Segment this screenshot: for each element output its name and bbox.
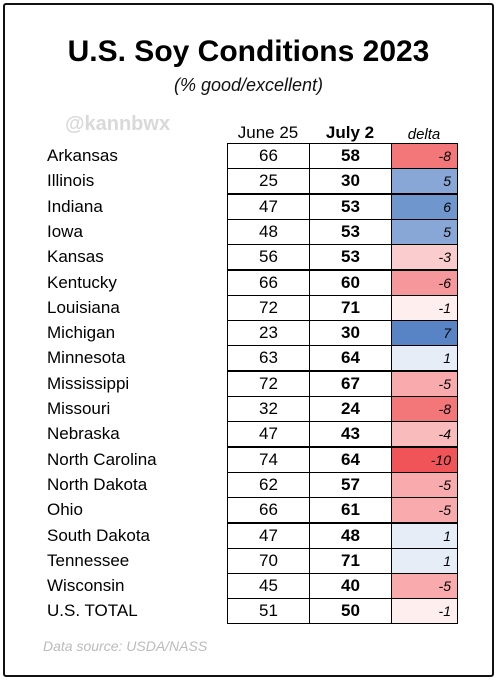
- row-label: North Carolina: [47, 449, 157, 469]
- cell: 40: [309, 573, 392, 600]
- delta-cell: -1: [391, 598, 458, 625]
- cell: 47: [227, 421, 310, 448]
- row-label: Missouri: [47, 399, 111, 418]
- row-label: Louisiana: [47, 297, 120, 317]
- cell: 47: [227, 193, 310, 220]
- cell: 30: [309, 168, 392, 195]
- row-label: Minnesota: [47, 348, 126, 368]
- delta-cell: -5: [391, 471, 458, 498]
- cell: 64: [309, 345, 392, 372]
- cell: 63: [227, 345, 310, 372]
- cell: 70: [227, 547, 310, 574]
- row-label: Illinois: [47, 171, 95, 191]
- row-label: Mississippi: [47, 373, 130, 393]
- cell: 53: [309, 244, 392, 271]
- cell: 58: [309, 143, 392, 169]
- delta-cell: -10: [391, 446, 458, 473]
- cell: 66: [227, 269, 310, 296]
- delta-cell: -1: [391, 294, 458, 321]
- cell: 62: [227, 471, 310, 498]
- cell: 45: [227, 573, 310, 600]
- row-label: Indiana: [47, 196, 103, 216]
- row-label: Tennessee: [47, 550, 130, 570]
- row-label: Iowa: [47, 221, 83, 241]
- title: U.S. Soy Conditions 2023: [67, 35, 430, 68]
- delta-cell: 1: [391, 522, 458, 549]
- row-label: Wisconsin: [47, 576, 125, 596]
- cell: 67: [309, 370, 392, 397]
- delta-cell: -5: [391, 497, 458, 524]
- cell: 53: [309, 218, 392, 245]
- source: Data source: USDA/NASS: [43, 638, 208, 654]
- cell: 47: [227, 522, 310, 549]
- cell: 66: [227, 143, 310, 169]
- cell: 48: [227, 218, 310, 245]
- cell: 48: [309, 522, 392, 549]
- delta-cell: 7: [391, 320, 458, 347]
- cell: 57: [309, 471, 392, 498]
- row-label: Michigan: [47, 323, 116, 343]
- delta-cell: -8: [391, 143, 458, 169]
- row-label: Arkansas: [47, 146, 118, 165]
- cell: 61: [309, 497, 392, 524]
- cell: 43: [309, 421, 392, 448]
- cell: 30: [309, 320, 392, 347]
- cell: 74: [227, 446, 310, 473]
- delta-cell: -6: [391, 269, 458, 296]
- cell: 25: [227, 168, 310, 195]
- cell: 56: [227, 244, 310, 271]
- cell: 32: [227, 396, 310, 422]
- delta-cell: 5: [391, 218, 458, 245]
- delta-cell: 6: [391, 193, 458, 220]
- row-label: Kansas: [47, 247, 104, 267]
- delta-cell: -8: [391, 396, 458, 422]
- row-label: Kentucky: [47, 272, 117, 292]
- cell: 66: [227, 497, 310, 524]
- row-label: South Dakota: [47, 525, 151, 545]
- row-label: Nebraska: [47, 424, 120, 444]
- cell: 51: [227, 598, 310, 625]
- cell: 53: [309, 193, 392, 220]
- cell: 72: [227, 370, 310, 397]
- cell: 71: [309, 294, 392, 321]
- delta-cell: 1: [391, 547, 458, 574]
- row-label: Ohio: [47, 500, 83, 520]
- delta-cell: 1: [391, 345, 458, 372]
- delta-cell: -5: [391, 573, 458, 600]
- subtitle: (% good/excellent): [173, 75, 324, 95]
- column-header: July 2: [325, 123, 375, 142]
- row-label: U.S. TOTAL: [47, 601, 138, 621]
- cell: 50: [309, 598, 392, 625]
- delta-cell: -5: [391, 370, 458, 397]
- cell: 24: [309, 396, 392, 422]
- cell: 23: [227, 320, 310, 347]
- delta-cell: -3: [391, 244, 458, 271]
- cell: 60: [309, 269, 392, 296]
- delta-cell: 5: [391, 168, 458, 195]
- watermark: @kannbwx: [65, 113, 171, 135]
- cell: 71: [309, 547, 392, 574]
- column-header: delta: [407, 126, 441, 143]
- row-label: North Dakota: [47, 474, 148, 494]
- cell: 64: [309, 446, 392, 473]
- cell: 72: [227, 294, 310, 321]
- delta-cell: -4: [391, 421, 458, 448]
- column-header: June 25: [237, 123, 299, 142]
- frame: U.S. Soy Conditions 2023 (% good/excelle…: [3, 3, 494, 677]
